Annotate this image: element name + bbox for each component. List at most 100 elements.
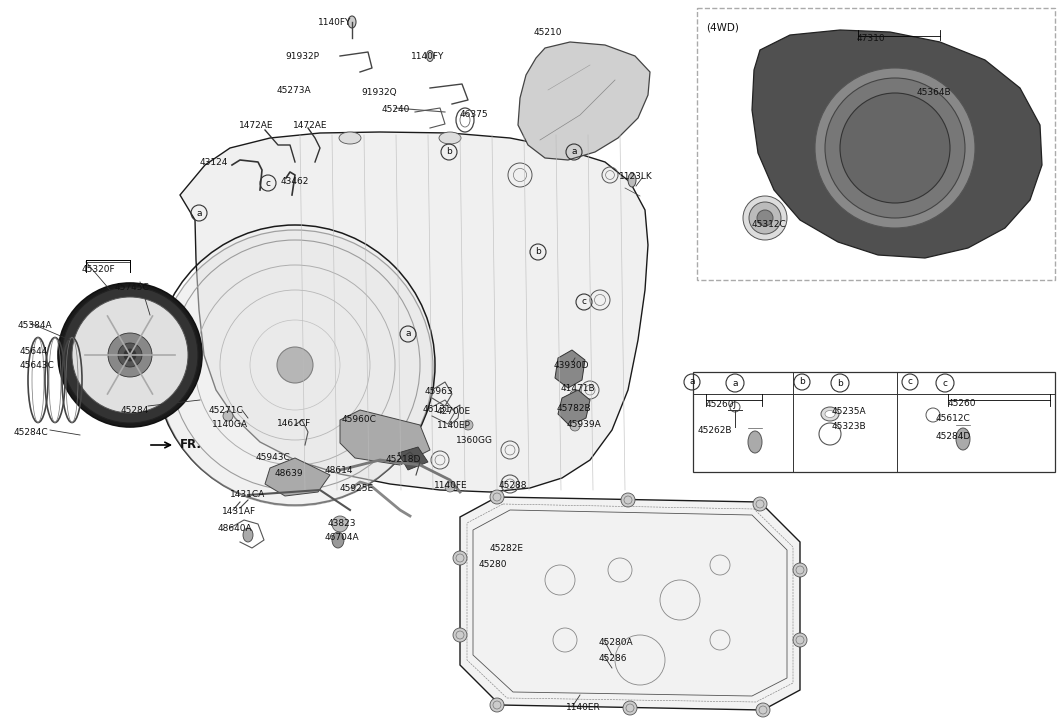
Ellipse shape — [426, 50, 434, 62]
Text: 43823: 43823 — [328, 519, 356, 528]
Text: (4WD): (4WD) — [706, 22, 739, 32]
Text: 1140EP: 1140EP — [437, 421, 471, 430]
Text: c: c — [908, 377, 912, 387]
Circle shape — [277, 347, 313, 383]
Text: 45280A: 45280A — [598, 638, 634, 647]
Text: 45960C: 45960C — [342, 415, 377, 424]
Text: 43462: 43462 — [281, 177, 309, 186]
Text: 45210: 45210 — [534, 28, 562, 37]
Circle shape — [332, 516, 348, 532]
Circle shape — [753, 497, 767, 511]
Polygon shape — [398, 447, 428, 470]
Text: 48639: 48639 — [275, 469, 304, 478]
Text: 45284D: 45284D — [937, 432, 972, 441]
Text: 45782B: 45782B — [557, 404, 592, 413]
Circle shape — [743, 196, 787, 240]
Circle shape — [840, 93, 950, 203]
Ellipse shape — [628, 173, 636, 187]
Text: 45643C: 45643C — [20, 361, 55, 370]
Text: 45925E: 45925E — [340, 484, 374, 493]
Polygon shape — [558, 390, 590, 426]
Text: 45745C: 45745C — [115, 283, 150, 292]
Circle shape — [490, 698, 504, 712]
Text: 1123LK: 1123LK — [619, 172, 653, 181]
Text: 1360GG: 1360GG — [456, 436, 493, 445]
Text: 46704A: 46704A — [325, 533, 359, 542]
Text: b: b — [446, 148, 452, 156]
Circle shape — [72, 297, 188, 413]
Circle shape — [621, 493, 635, 507]
Circle shape — [490, 490, 504, 504]
Circle shape — [749, 202, 781, 234]
Text: 45282E: 45282E — [490, 544, 524, 553]
Text: a: a — [689, 377, 695, 387]
Text: c: c — [943, 379, 947, 387]
Text: 45612C: 45612C — [937, 414, 971, 423]
Text: 1140FE: 1140FE — [434, 481, 468, 490]
Circle shape — [815, 68, 975, 228]
Text: 48640A: 48640A — [218, 524, 253, 533]
Circle shape — [825, 78, 965, 218]
Polygon shape — [180, 132, 648, 492]
Text: 45943C: 45943C — [256, 453, 291, 462]
Text: 45218D: 45218D — [386, 455, 421, 464]
Ellipse shape — [956, 428, 971, 450]
Bar — [697, 8, 1054, 280]
Text: a: a — [405, 329, 410, 339]
Text: 45260J: 45260J — [706, 400, 737, 409]
Circle shape — [757, 210, 773, 226]
Text: 45260: 45260 — [948, 399, 977, 408]
Circle shape — [445, 482, 455, 492]
Circle shape — [58, 283, 202, 427]
Text: c: c — [581, 297, 587, 307]
Text: 45280: 45280 — [479, 560, 507, 569]
Circle shape — [62, 287, 198, 423]
Ellipse shape — [748, 431, 762, 453]
Text: 45284: 45284 — [121, 406, 150, 415]
Text: 1431AF: 1431AF — [222, 507, 256, 516]
Text: 43930D: 43930D — [554, 361, 590, 370]
Text: 45323B: 45323B — [832, 422, 866, 431]
Text: 45963: 45963 — [425, 387, 454, 396]
Circle shape — [453, 628, 467, 642]
Text: 45320F: 45320F — [82, 265, 116, 274]
Ellipse shape — [439, 132, 461, 144]
Polygon shape — [340, 410, 431, 465]
Text: 91932Q: 91932Q — [361, 88, 396, 97]
Text: 45235A: 45235A — [832, 407, 866, 416]
Text: 45312C: 45312C — [752, 220, 787, 229]
Circle shape — [570, 421, 580, 431]
Text: 48614: 48614 — [325, 466, 354, 475]
Text: 43124: 43124 — [200, 158, 229, 167]
Text: 1140FY: 1140FY — [318, 18, 352, 27]
Text: 45384A: 45384A — [18, 321, 53, 330]
Bar — [693, 372, 1054, 472]
Text: 46131: 46131 — [423, 405, 452, 414]
Circle shape — [463, 420, 473, 430]
Text: 1140GA: 1140GA — [212, 420, 248, 429]
Text: 45271C: 45271C — [209, 406, 243, 415]
Ellipse shape — [243, 528, 253, 542]
Text: b: b — [838, 379, 843, 387]
Polygon shape — [265, 458, 330, 496]
Text: a: a — [571, 148, 577, 156]
Text: a: a — [732, 379, 738, 387]
Text: 45286: 45286 — [598, 654, 627, 663]
Text: 46375: 46375 — [460, 110, 489, 119]
Circle shape — [793, 563, 807, 577]
Text: c: c — [266, 179, 270, 188]
Text: 42700E: 42700E — [437, 407, 471, 416]
Text: b: b — [535, 247, 541, 257]
Ellipse shape — [332, 532, 344, 548]
Text: 45288: 45288 — [499, 481, 527, 490]
Text: 45273A: 45273A — [277, 86, 311, 95]
Polygon shape — [460, 497, 800, 710]
Text: 1140FY: 1140FY — [411, 52, 444, 61]
Text: 91932P: 91932P — [285, 52, 319, 61]
Text: FR.: FR. — [180, 438, 202, 451]
Text: 47310: 47310 — [857, 34, 885, 43]
Text: 45284C: 45284C — [14, 428, 49, 437]
Ellipse shape — [539, 144, 561, 156]
Circle shape — [453, 551, 467, 565]
Circle shape — [623, 701, 637, 715]
